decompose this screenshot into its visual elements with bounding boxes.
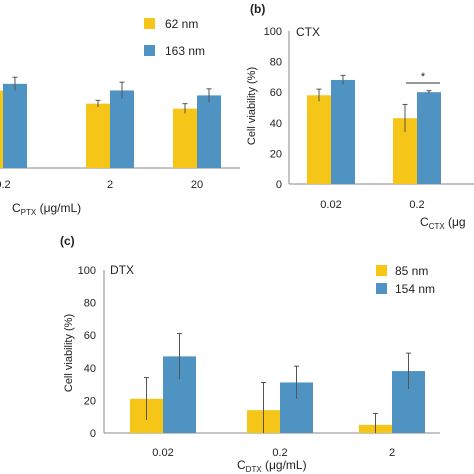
y-tick-label-c-0: 0: [90, 428, 96, 440]
legend-label-62nm: 62 nm: [165, 17, 198, 31]
y-tick-label-c-4: 80: [84, 298, 96, 310]
y-tick-label-b-3: 60: [270, 87, 282, 99]
legend-swatch-85nm: [376, 265, 387, 276]
x-tick-label-c-2: 2: [389, 447, 395, 459]
y-tick-label-b-4: 80: [270, 57, 282, 69]
x-tick-label-b-1: 0.2: [409, 199, 424, 211]
panel-b-label: (b): [250, 2, 265, 16]
x-tick-label-a-1: 2: [107, 179, 113, 191]
panel-c: (c) DTX Cell viability (%) 020406080100 …: [60, 234, 440, 474]
panel-a-x-axis-title: CPTX (μg/mL): [12, 201, 81, 217]
panel-c-drug-label: DTX: [110, 263, 134, 277]
y-tick-label-c-3: 60: [84, 330, 96, 342]
panel-b-y-axis-title: Cell viability (%): [246, 67, 258, 145]
y-tick-label-b-1: 20: [270, 148, 282, 160]
legend-swatch-62nm: [144, 18, 155, 29]
panel-b-x-axis-title: CCTX (μg: [420, 215, 466, 231]
legend-label-163nm: 163 nm: [165, 44, 205, 58]
bar-b-0-0: [307, 95, 331, 184]
legend-swatch-154nm: [376, 283, 387, 294]
panel-c-label: (c): [60, 234, 75, 248]
bar-a-1-0: [86, 103, 110, 168]
panel-c-x-axis-title: CDTX (μg/mL): [237, 458, 307, 474]
bar-b-0-1: [331, 79, 355, 184]
panel-a: 0.2 2 20 62 nm 163 nm CPTX (μg/mL): [0, 17, 240, 217]
x-tick-label-c-1: 0.2: [272, 447, 287, 459]
x-tick-label-a-2: 20: [191, 179, 203, 191]
significance-star: *: [421, 71, 426, 83]
y-tick-label-c-1: 20: [84, 395, 96, 407]
bar-a-1-1: [110, 90, 134, 168]
x-tick-label-c-0: 0.02: [152, 447, 173, 459]
bar-a-2-1: [197, 95, 221, 168]
y-tick-label-b-2: 40: [270, 118, 282, 130]
y-tick-label-b-5: 100: [264, 26, 282, 38]
bar-a-0-0: [0, 90, 3, 168]
bar-b-1-1: [417, 92, 441, 184]
panel-b: (b) CTX Cell viability (%) 020406080100 …: [246, 2, 474, 231]
x-tick-label-b-0: 0.02: [320, 199, 341, 211]
panel-c-y-axis-title: Cell viability (%): [63, 314, 75, 392]
y-tick-label-b-0: 0: [276, 179, 282, 191]
legend-swatch-163nm: [144, 45, 155, 56]
legend-label-85nm: 85 nm: [395, 264, 428, 278]
panel-b-drug-label: CTX: [296, 25, 320, 39]
bar-a-2-0: [173, 108, 197, 168]
bar-a-0-1: [3, 83, 27, 168]
y-tick-label-c-2: 40: [84, 363, 96, 375]
legend-label-154nm: 154 nm: [395, 282, 435, 296]
y-tick-label-c-5: 100: [78, 265, 96, 277]
x-tick-label-a-0: 0.2: [0, 179, 11, 191]
